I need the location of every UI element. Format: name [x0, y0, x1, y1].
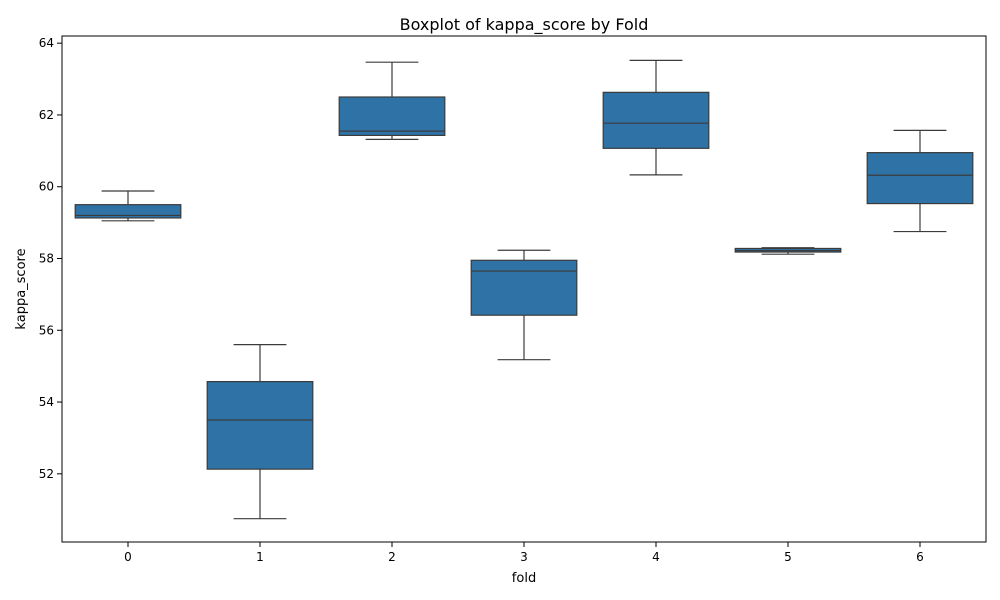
- plot-area: [74, 59, 974, 520]
- box-iqr: [206, 380, 314, 470]
- box-iqr: [470, 259, 578, 316]
- box-group-fold-4: [602, 59, 710, 176]
- box-iqr: [866, 152, 974, 205]
- y-tick-label: 56: [39, 323, 54, 337]
- y-tick-label: 52: [39, 467, 54, 481]
- x-tick-label: 4: [652, 550, 660, 564]
- box-group-fold-1: [206, 344, 314, 520]
- box-iqr: [338, 96, 446, 137]
- y-tick-label: 58: [39, 251, 54, 265]
- x-tick-label: 5: [784, 550, 792, 564]
- x-tick-label: 3: [520, 550, 528, 564]
- box-group-fold-0: [74, 190, 182, 222]
- x-axis-label: fold: [512, 571, 536, 586]
- x-axis: 0 1 2 3 4 5 6: [124, 542, 924, 564]
- y-tick-label: 60: [39, 180, 54, 194]
- box-group-fold-5: [734, 247, 842, 255]
- x-tick-label: 6: [916, 550, 924, 564]
- box-group-fold-2: [338, 61, 446, 140]
- chart-title: Boxplot of kappa_score by Fold: [400, 15, 649, 35]
- box-iqr: [602, 91, 710, 149]
- x-tick-label: 0: [124, 550, 132, 564]
- x-tick-label: 1: [256, 550, 264, 564]
- box-iqr: [74, 204, 182, 219]
- y-axis: 52 54 56 58 60 62 64: [39, 36, 62, 481]
- x-tick-label: 2: [388, 550, 396, 564]
- box-group-fold-6: [866, 129, 974, 233]
- y-axis-label: kappa_score: [14, 248, 29, 329]
- box-group-fold-3: [470, 249, 578, 361]
- y-tick-label: 62: [39, 108, 54, 122]
- y-tick-label: 64: [39, 36, 54, 50]
- y-tick-label: 54: [39, 395, 54, 409]
